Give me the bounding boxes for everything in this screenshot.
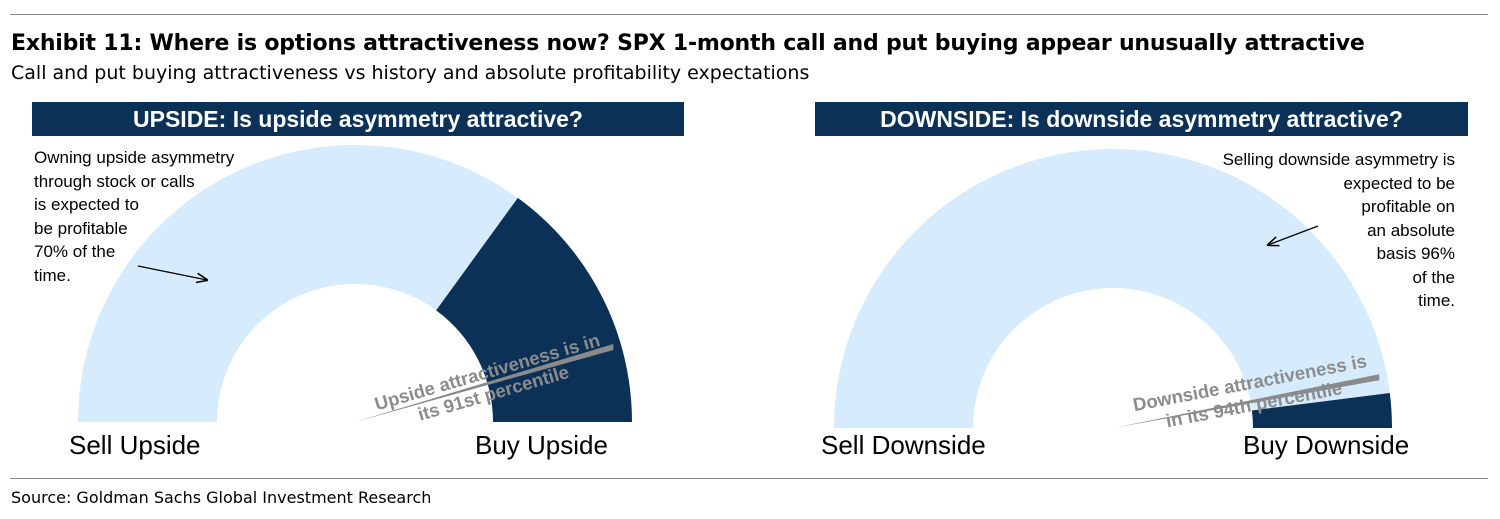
downside-note-line: profitable on xyxy=(1361,197,1455,216)
downside-note-line: an absolute xyxy=(1367,220,1455,240)
sell-downside-label: Sell Downside xyxy=(821,430,986,460)
gauge-light-segment xyxy=(834,148,1390,428)
upside-note-line: time. xyxy=(34,265,71,285)
downside-note-line: time. xyxy=(1418,291,1455,310)
upside-note-line: be profitable xyxy=(34,218,128,238)
upside-note-line: is expected to xyxy=(34,195,139,214)
gauge-light-segment xyxy=(78,145,518,423)
annotation-arrow xyxy=(1268,225,1319,245)
buy-upside-label: Buy Upside xyxy=(475,430,608,460)
downside-note-line: basis 96% xyxy=(1376,244,1455,263)
upside-note-line: 70% of the xyxy=(34,242,116,261)
page-subtitle: Call and put buying attractiveness vs hi… xyxy=(11,62,810,84)
gauge-needle xyxy=(355,343,614,422)
upside-note-line: Owning upside asymmetry xyxy=(34,148,235,167)
downside-note-line: Selling downside asymmetry is xyxy=(1222,150,1455,169)
gauge-needle xyxy=(1113,374,1380,428)
upside-gauge: Upside attractiveness is inits 91st perc… xyxy=(78,145,632,425)
downside-note-line: expected to be xyxy=(1343,173,1455,193)
buy-downside-label: Buy Downside xyxy=(1243,430,1410,460)
top-rule xyxy=(10,14,1488,15)
annotation-arrow xyxy=(137,265,207,280)
gauge-dark-segment xyxy=(1251,393,1392,428)
source-note: Source: Goldman Sachs Global Investment … xyxy=(11,488,432,507)
downside-note-line: of the xyxy=(1412,267,1455,287)
downside-profitability-note: Selling downside asymmetry is expected t… xyxy=(1223,148,1455,313)
upside-note-line: through stock or calls xyxy=(34,171,195,191)
upside-profitability-note: Owning upside asymmetry through stock or… xyxy=(34,146,234,287)
bottom-rule xyxy=(10,478,1488,479)
gauge-dark-segment xyxy=(436,197,632,422)
page-title: Exhibit 11: Where is options attractiven… xyxy=(11,31,1365,56)
upside-panel-header: UPSIDE: Is upside asymmetry attractive? xyxy=(32,102,684,136)
downside-panel-header: DOWNSIDE: Is downside asymmetry attracti… xyxy=(815,102,1468,136)
sell-upside-label: Sell Upside xyxy=(69,430,201,460)
